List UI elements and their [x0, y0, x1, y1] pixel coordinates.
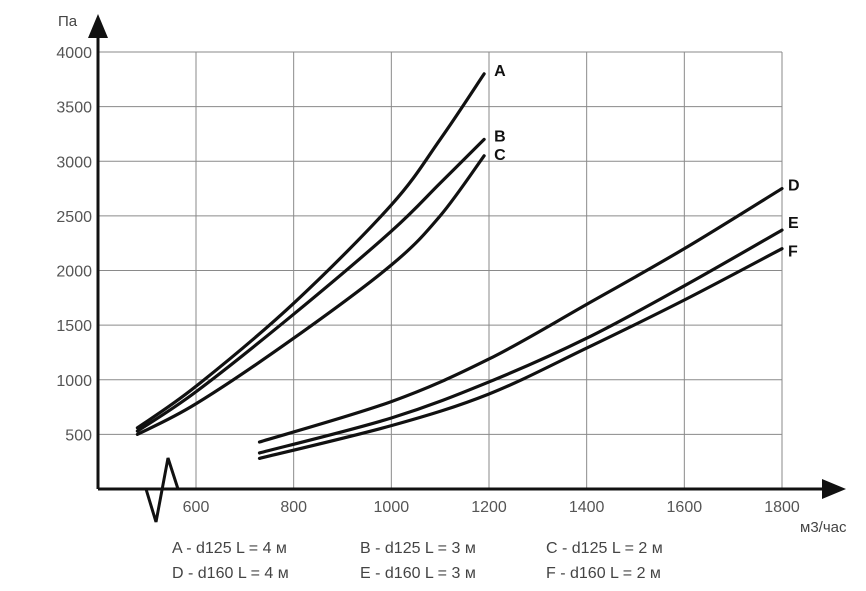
x-tick-label: 1000	[374, 499, 410, 516]
series-tag-c: C	[494, 147, 506, 164]
series-lines	[135, 72, 784, 461]
series-line-a	[135, 72, 486, 430]
legend-item-d: D - d160 L = 4 м	[172, 565, 289, 582]
y-tick-label: 4000	[56, 45, 92, 62]
series-tags: A BC D EF	[494, 63, 799, 261]
x-tick-label: 1800	[764, 499, 800, 516]
series-tag-a: A	[494, 63, 506, 80]
y-axis-arrow	[88, 14, 108, 38]
axes: Па м3/час	[58, 13, 847, 536]
x-axis-arrow	[822, 479, 846, 499]
x-tick-label: 1600	[667, 499, 703, 516]
series-tag-b: B	[494, 128, 506, 145]
series-line-f	[257, 247, 784, 461]
series-line-c	[135, 154, 486, 436]
y-tick-label: 3500	[56, 100, 92, 117]
legend: A - d125 L = 4 м B - d125 L = 3 м C - d1…	[172, 540, 663, 582]
y-tick-label: 2500	[56, 209, 92, 226]
y-tick-label: 1000	[56, 373, 92, 390]
legend-item-b: B - d125 L = 3 м	[360, 540, 476, 557]
x-tick-label: 1400	[569, 499, 605, 516]
tick-labels: 500 1000 1500 2000 2500 3000 3500 4000 600 800 100…	[56, 45, 799, 516]
series-tag-e: E	[788, 215, 799, 232]
series-line-b	[135, 137, 486, 433]
series-line-d	[257, 186, 784, 444]
series-line-e	[257, 228, 784, 455]
legend-item-f: F - d160 L = 2 м	[546, 565, 661, 582]
y-tick-label: 3000	[56, 154, 92, 171]
y-axis-label: Па	[58, 13, 78, 30]
x-tick-label: 1200	[471, 499, 507, 516]
axis-break-symbol	[144, 457, 180, 523]
x-tick-label: 600	[183, 499, 210, 516]
series-tag-d: D	[788, 178, 800, 195]
series-tag-f: F	[788, 244, 798, 261]
grid	[98, 51, 783, 489]
legend-item-a: A - d125 L = 4 м	[172, 540, 287, 557]
y-tick-label: 2000	[56, 264, 92, 281]
y-tick-label: 500	[65, 427, 92, 444]
x-axis-label: м3/час	[800, 519, 847, 536]
legend-item-c: C - d125 L = 2 м	[546, 540, 663, 557]
x-tick-label: 800	[280, 499, 307, 516]
y-tick-label: 1500	[56, 318, 92, 335]
legend-item-e: E - d160 L = 3 м	[360, 565, 476, 582]
